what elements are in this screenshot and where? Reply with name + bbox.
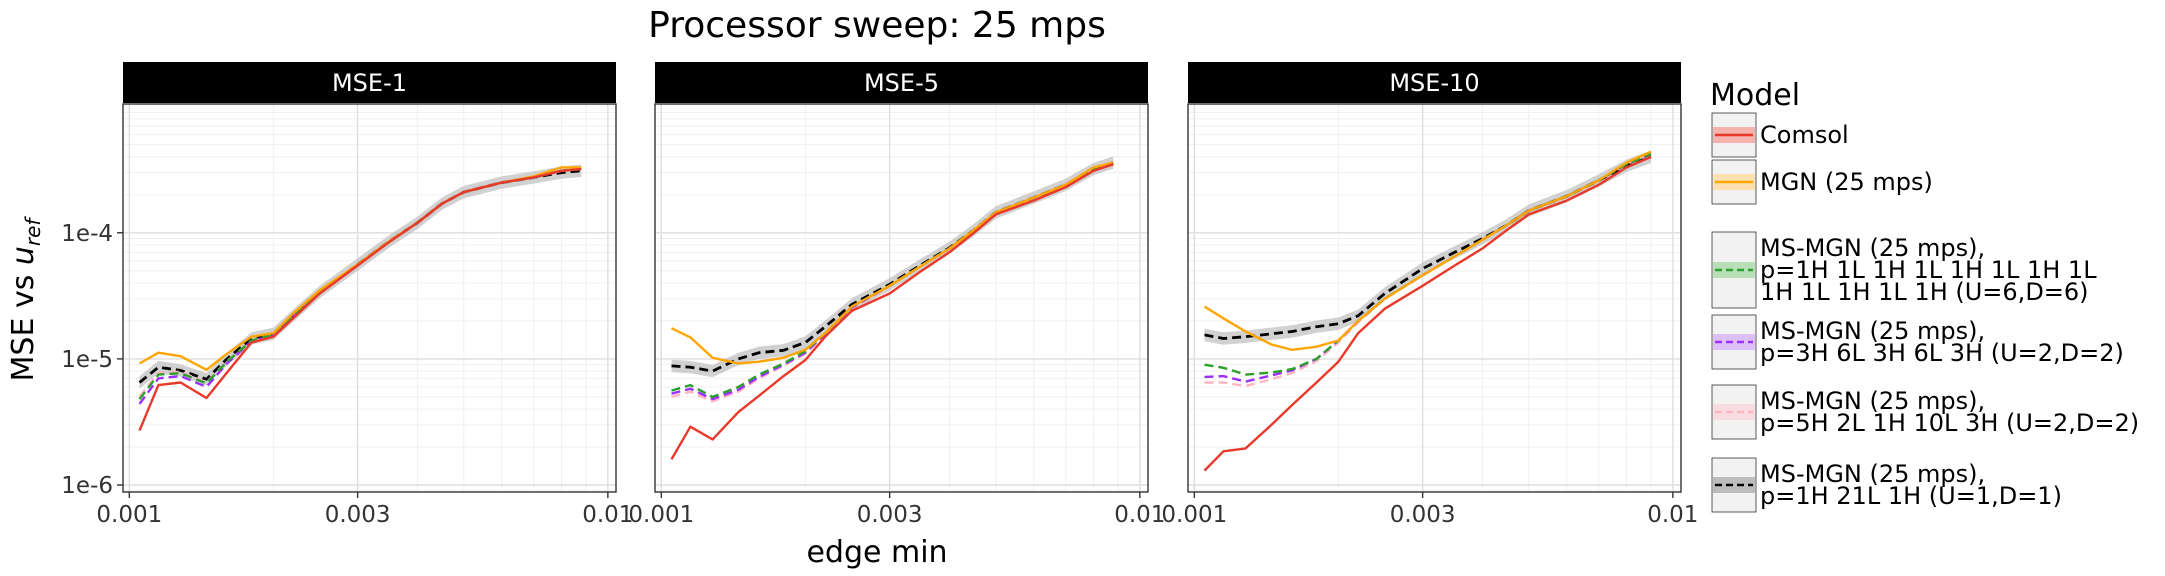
legend-label-line: p=1H 1L 1H 1L 1H 1L 1H 1L: [1760, 256, 2097, 284]
x-tick-label: 0.001: [1161, 502, 1227, 528]
x-tick-label: 0.001: [96, 502, 162, 528]
legend-entry-comsol: Comsol: [1711, 112, 1849, 158]
legend-entry-ms2a: MS-MGN (25 mps),p=3H 6L 3H 6L 3H (U=2,D=…: [1711, 314, 2124, 370]
series-line-ms1: [138, 169, 582, 384]
panel-strip-label: MSE-10: [1389, 69, 1479, 97]
x-tick-label: 0.003: [857, 502, 923, 528]
x-tick-label: 0.01: [582, 502, 633, 528]
panel-1: MSE-1 0.001 0.003 0.01 1e-6 1e-5 1e-4: [61, 62, 633, 528]
legend-label-line: MS-MGN (25 mps),: [1760, 317, 1985, 345]
legend-label-line: MS-MGN (25 mps),: [1760, 387, 1985, 415]
panel-strip: [1188, 62, 1681, 103]
legend-label-line: p=3H 6L 3H 6L 3H (U=2,D=2): [1760, 339, 2124, 367]
y-axis-title: MSE vs uref: [6, 216, 45, 382]
legend-label-line: MS-MGN (25 mps),: [1760, 234, 1985, 262]
x-tick-label: 0.001: [628, 502, 694, 528]
y-tick-label: 1e-5: [61, 347, 113, 373]
series-line-ms1: [1204, 155, 1652, 340]
series-line-comsol: [1203, 155, 1652, 472]
legend-label-line: MGN (25 mps): [1760, 168, 1933, 196]
legend-key-band: [1713, 404, 1755, 420]
x-tick-label: 0.003: [325, 502, 391, 528]
series-band-ms1: [1204, 150, 1651, 345]
x-axis-title: edge min: [806, 535, 947, 570]
legend-entry-ms2b: MS-MGN (25 mps),p=5H 2L 1H 10L 3H (U=2,D…: [1711, 384, 2139, 440]
series-line-mgn: [670, 161, 1114, 365]
x-tick-label: 0.01: [1647, 502, 1698, 528]
legend-label-line: Comsol: [1760, 121, 1849, 149]
legend-label-line: MS-MGN (25 mps),: [1760, 460, 1985, 488]
legend-entry-ms6: MS-MGN (25 mps),p=1H 1L 1H 1L 1H 1L 1H 1…: [1711, 231, 2097, 309]
panel-2: MSE-5 0.001 0.003 0.01: [628, 62, 1165, 528]
panel-strip-label: MSE-5: [864, 69, 939, 97]
legend-label-line: p=1H 21L 1H (U=1,D=1): [1760, 482, 2062, 510]
y-axis-title-var: u: [6, 246, 41, 265]
panel-border: [122, 103, 617, 493]
panel-border: [654, 103, 1149, 493]
chart-title: Processor sweep: 25 mps: [648, 5, 1106, 46]
legend-title: Model: [1710, 78, 1800, 113]
series-line-mgn: [1203, 150, 1652, 351]
y-axis-title-main: MSE vs: [6, 265, 41, 381]
series-band-ms1: [671, 156, 1114, 378]
legend-key-band: [1713, 334, 1755, 350]
panels-group: MSE-1 0.001 0.003 0.01 1e-6 1e-5 1e-4 MSE-5 0.00…: [61, 62, 1698, 528]
y-axis-title-sub: ref: [21, 216, 45, 247]
legend-entry-ms1: MS-MGN (25 mps),p=1H 21L 1H (U=1,D=1): [1711, 457, 2062, 513]
legend-key-band: [1713, 262, 1755, 278]
x-tick-label: 0.01: [1114, 502, 1165, 528]
panel-border: [1187, 103, 1682, 493]
series-line-comsol: [138, 167, 582, 432]
y-tick-label: 1e-4: [61, 221, 113, 247]
series-line-comsol: [670, 163, 1114, 460]
panel-strip: [655, 62, 1148, 103]
panel-3: MSE-10 0.001 0.003 0.01: [1161, 62, 1698, 528]
panel-strip: [123, 62, 616, 103]
legend-label-line: p=5H 2L 1H 10L 3H (U=2,D=2): [1760, 409, 2139, 437]
legend-label-line: 1H 1L 1H 1L 1H (U=6,D=6): [1760, 278, 2089, 306]
x-tick-label: 0.003: [1390, 502, 1456, 528]
legend-entry-mgn: MGN (25 mps): [1711, 159, 1933, 205]
legend: Model Comsol MGN (25 mps) MS-MGN (25 mps),…: [1710, 78, 2139, 513]
series-band-ms1: [139, 164, 582, 389]
y-tick-label: 1e-6: [61, 473, 113, 499]
panel-strip-label: MSE-1: [332, 69, 407, 97]
legend-key-band: [1713, 477, 1755, 493]
